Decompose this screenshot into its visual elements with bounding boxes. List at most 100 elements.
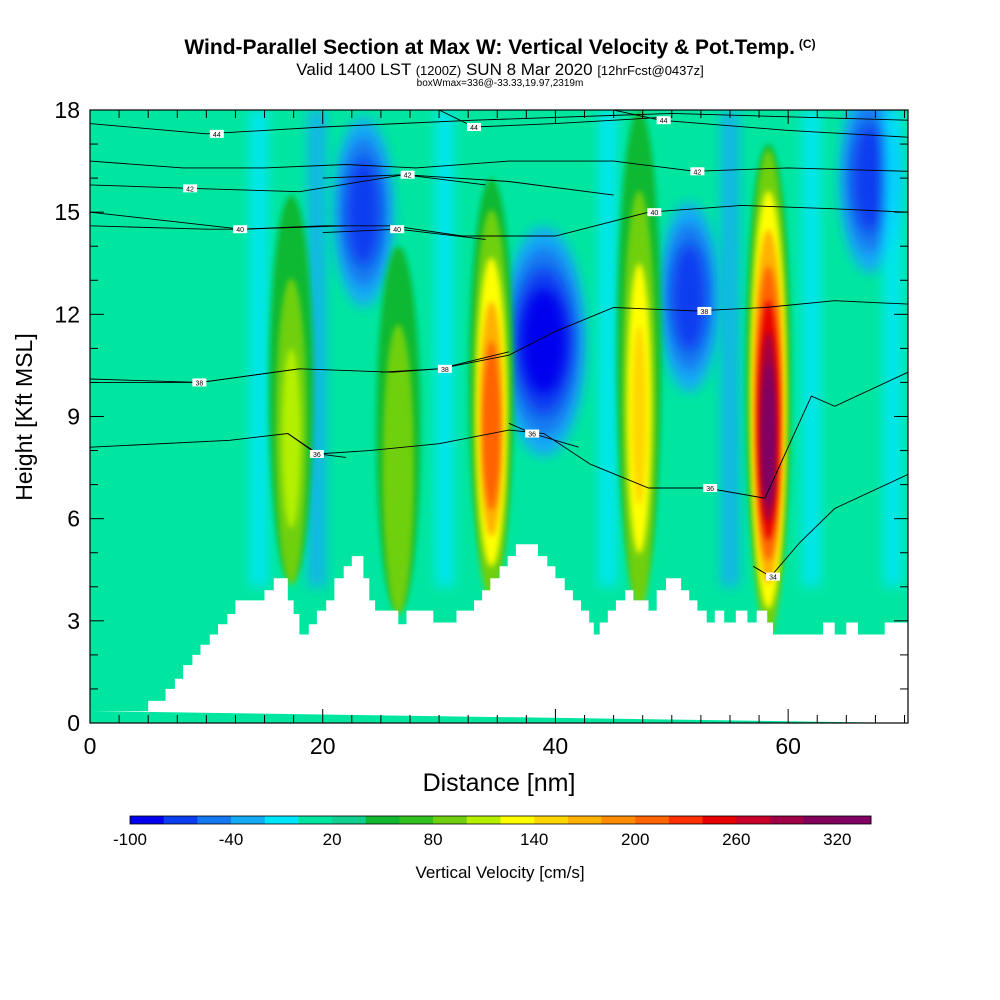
- theta-label-9: 40: [393, 227, 401, 234]
- copyright-mark: (C): [798, 37, 816, 51]
- valid-time: Valid 1400 LST: [296, 60, 411, 79]
- theta-label-bg-12: [437, 364, 452, 373]
- valid-date: SUN 8 Mar 2020: [465, 60, 593, 79]
- theta-label-8: 40: [236, 227, 244, 234]
- colorbar-label: Vertical Velocity [cm/s]: [415, 863, 585, 882]
- colorbar-tick-label: -40: [219, 830, 244, 849]
- colorbar-swatch-10: [433, 816, 468, 824]
- colorbar-swatch-18: [702, 816, 737, 824]
- x-tick-label: 20: [310, 733, 336, 759]
- theta-label-3: 44: [660, 118, 668, 125]
- theta-contour-5: [90, 174, 614, 196]
- y-tick-label: 3: [67, 608, 80, 634]
- chart-title: Wind-Parallel Section at Max W: Vertical…: [0, 36, 1000, 60]
- theta-label-bg-6: [400, 170, 415, 179]
- vertical-velocity-field: [249, 110, 902, 637]
- y-tick-label: 9: [67, 404, 80, 430]
- colorbar-tick-label: 320: [823, 830, 851, 849]
- y-tick-label: 0: [67, 710, 80, 736]
- theta-contour-8: [90, 225, 347, 230]
- colorbar-swatch-3: [197, 816, 232, 824]
- updraft-core-3-level-6: [486, 375, 497, 490]
- colorbar-swatch-21: [803, 816, 838, 824]
- weak-downdraft-streak-3: [435, 110, 454, 587]
- theta-label-bg-4: [690, 167, 705, 176]
- theta-label-5: 42: [186, 186, 194, 193]
- colorbar-swatch-5: [264, 816, 299, 824]
- theta-label-bg-16: [766, 572, 781, 581]
- colorbar-swatch-19: [736, 816, 771, 824]
- colorbar-swatch-1: [130, 816, 165, 824]
- theta-label-10: 38: [700, 309, 708, 316]
- theta-label-15: 36: [528, 432, 536, 439]
- theta-label-6: 42: [404, 173, 412, 180]
- theta-contour-4: [90, 160, 908, 172]
- colorbar-swatch-8: [365, 816, 400, 824]
- theta-label-bg-14: [309, 449, 324, 458]
- theta-label-bg-1: [209, 129, 224, 138]
- y-tick-label: 18: [54, 97, 80, 123]
- theta-contour-2: [438, 110, 672, 128]
- colorbar-swatch-14: [567, 816, 603, 824]
- theta-label-bg-7: [647, 208, 662, 217]
- colorbar-swatch-6: [298, 816, 333, 824]
- y-tick-label: 12: [54, 301, 80, 327]
- terrain-mask: [90, 544, 908, 723]
- colorbar-tick-label: 200: [621, 830, 649, 849]
- theta-label-4: 42: [693, 169, 701, 176]
- updraft-core-2-level-3: [388, 391, 408, 562]
- theta-label-16: 34: [769, 575, 777, 582]
- downdraft-core-4-level-3: [852, 124, 887, 232]
- colorbar-swatch-16: [635, 816, 670, 824]
- colorbar-swatch-13: [534, 816, 569, 824]
- y-axis-label: Height [Kft MSL]: [11, 333, 37, 500]
- theta-label-bg-9: [390, 225, 405, 234]
- theta-label-7: 40: [650, 210, 658, 217]
- colorbar-swatch-20: [769, 816, 805, 824]
- box-max-info: boxWmax=336@-33.33,19.97,2319m: [416, 78, 584, 89]
- theta-label-bg-13: [703, 484, 718, 493]
- theta-label-bg-8: [233, 225, 248, 234]
- weak-downdraft-streak-7: [883, 110, 902, 587]
- theta-label-bg-2: [466, 123, 481, 132]
- colorbar-swatch-2: [163, 816, 198, 824]
- y-tick-label: 6: [67, 506, 80, 532]
- y-tick-label: 15: [54, 199, 80, 225]
- colorbar-swatch-11: [466, 816, 501, 824]
- theta-label-2: 44: [470, 125, 478, 132]
- theta-contour-16: [752, 473, 908, 578]
- forecast-info: [12hrFcst@0437z]: [597, 63, 704, 78]
- colorbar-tick-label: 80: [424, 830, 443, 849]
- downdraft-core-2-level-3: [346, 158, 381, 266]
- colorbar: -100 -40 20 80 140 200 260 320: [113, 815, 872, 849]
- theta-label-14: 36: [313, 452, 321, 459]
- theta-label-13: 36: [706, 486, 714, 493]
- colorbar-tick-label: 20: [323, 830, 342, 849]
- chart-subtitle: Valid 1400 LST (1200Z) SUN 8 Mar 2020 [1…: [0, 60, 1000, 80]
- weak-downdraft-streak-6: [802, 110, 821, 587]
- theta-label-11: 38: [195, 380, 203, 387]
- theta-label-12: 38: [441, 367, 449, 374]
- weak-downdraft-streak-1: [249, 110, 268, 587]
- weak-downdraft-streak-4: [598, 110, 617, 587]
- theta-label-bg-15: [525, 429, 540, 438]
- title-main: Wind-Parallel Section at Max W: Vertical…: [184, 36, 795, 59]
- theta-label-bg-5: [183, 184, 198, 193]
- colorbar-frame: [129, 815, 872, 825]
- x-tick-label: 60: [775, 733, 801, 759]
- theta-label-bg-10: [697, 306, 712, 315]
- downdraft-core-3-level-3: [672, 244, 707, 351]
- x-tick-label: 40: [543, 733, 569, 759]
- updraft-core-4-level-4: [631, 325, 647, 505]
- colorbar-swatch-12: [500, 816, 535, 824]
- colorbar-swatch-17: [668, 816, 704, 824]
- x-axis-label: Distance [nm]: [423, 769, 576, 797]
- updraft-core-1-level-3: [281, 348, 301, 529]
- weak-downdraft-streak-5: [720, 110, 739, 587]
- colorbar-swatch-9: [399, 816, 434, 824]
- colorbar-tick-label: -100: [113, 830, 147, 849]
- colorbar-swatch-15: [601, 816, 636, 824]
- colorbar-tick-label: 260: [722, 830, 750, 849]
